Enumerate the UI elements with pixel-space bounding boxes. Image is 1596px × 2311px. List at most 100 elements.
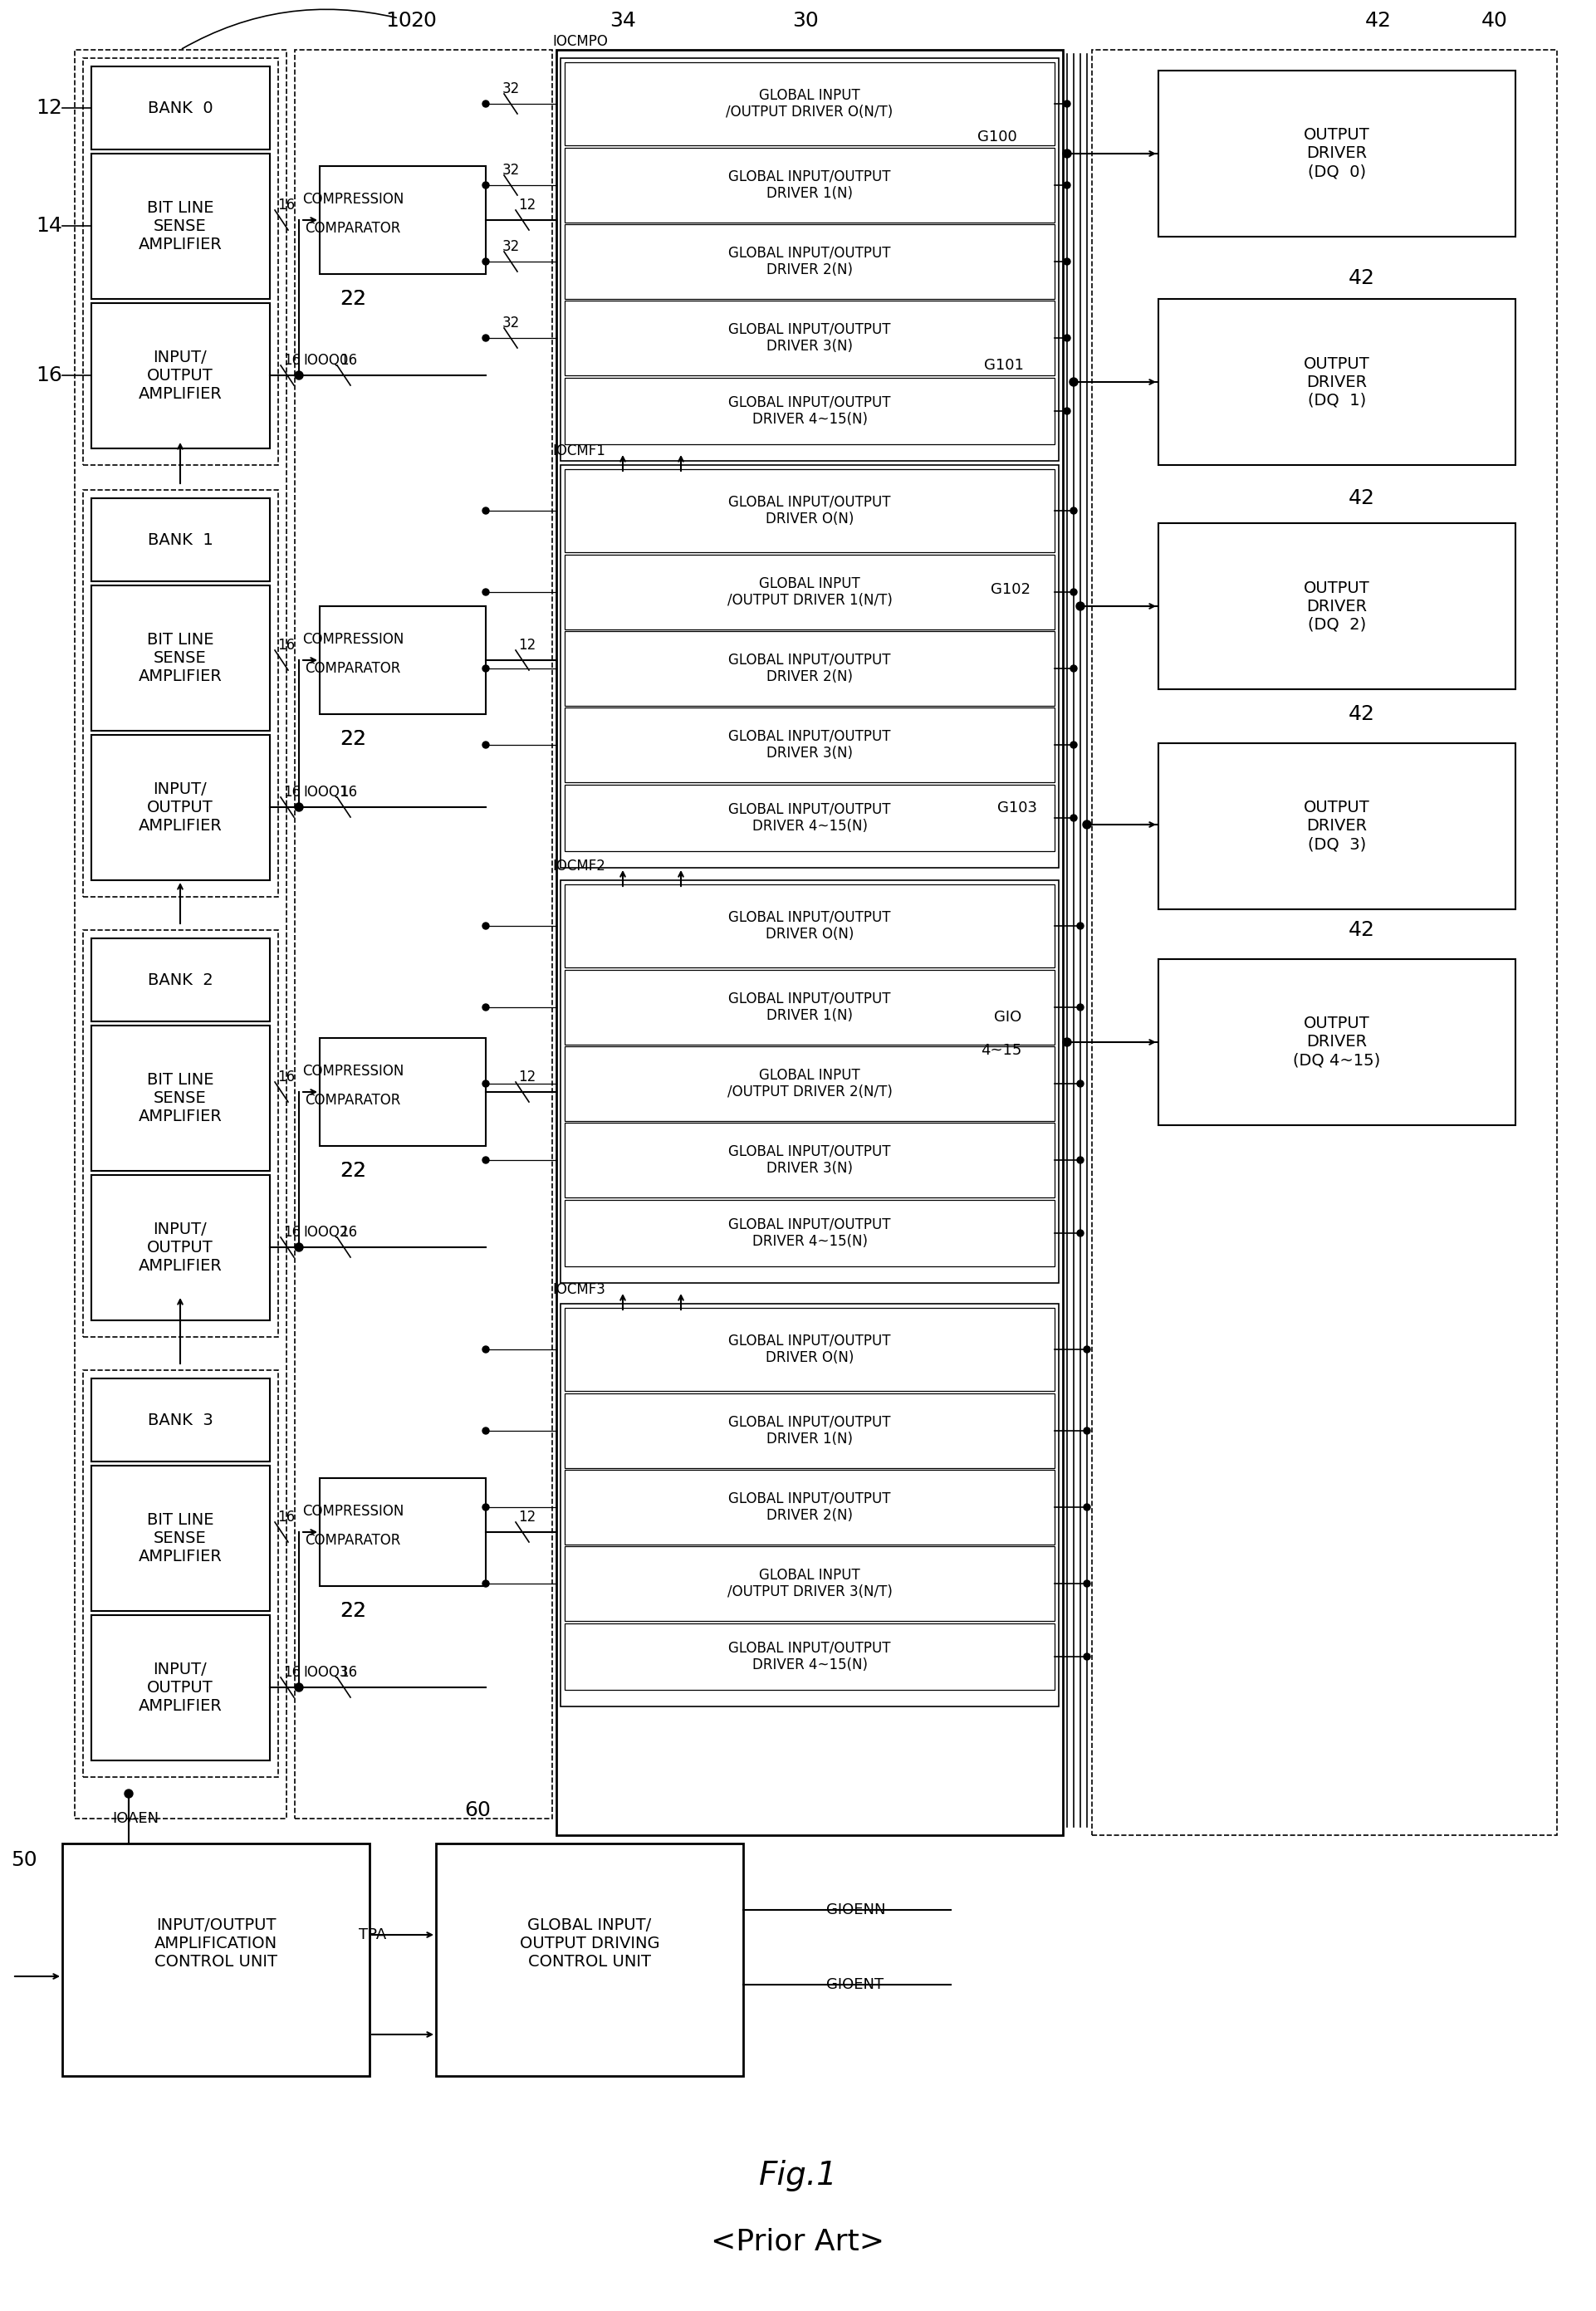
Bar bbox=[83, 490, 278, 897]
Text: GLOBAL INPUT/OUTPUT
DRIVER 3(N): GLOBAL INPUT/OUTPUT DRIVER 3(N) bbox=[728, 321, 891, 354]
Circle shape bbox=[482, 1504, 488, 1511]
Circle shape bbox=[295, 802, 303, 811]
Bar bbox=[319, 605, 485, 714]
Text: COMPARATOR: COMPARATOR bbox=[305, 661, 401, 675]
Circle shape bbox=[1082, 820, 1092, 830]
Circle shape bbox=[1063, 99, 1071, 106]
Text: COMPARATOR: COMPARATOR bbox=[305, 222, 401, 236]
Text: GIOENT: GIOENT bbox=[827, 1978, 884, 1992]
Text: TPA: TPA bbox=[359, 1927, 386, 1941]
Bar bbox=[1159, 959, 1516, 1125]
Circle shape bbox=[482, 335, 488, 342]
Text: 34: 34 bbox=[610, 12, 637, 30]
Bar bbox=[83, 929, 278, 1338]
Bar bbox=[83, 1370, 278, 1777]
Bar bbox=[565, 885, 1055, 968]
Bar bbox=[565, 1123, 1055, 1197]
Text: IOCMF3: IOCMF3 bbox=[552, 1283, 605, 1296]
Circle shape bbox=[1063, 407, 1071, 414]
Text: GLOBAL INPUT
/OUTPUT DRIVER O(N/T): GLOBAL INPUT /OUTPUT DRIVER O(N/T) bbox=[726, 88, 894, 120]
Text: 42: 42 bbox=[1349, 705, 1376, 723]
Text: COMPRESSION: COMPRESSION bbox=[302, 192, 404, 206]
Text: 22: 22 bbox=[340, 728, 365, 749]
Text: GLOBAL INPUT/OUTPUT
DRIVER 2(N): GLOBAL INPUT/OUTPUT DRIVER 2(N) bbox=[728, 245, 891, 277]
Text: 10: 10 bbox=[385, 12, 412, 30]
Text: GLOBAL INPUT
/OUTPUT DRIVER 1(N/T): GLOBAL INPUT /OUTPUT DRIVER 1(N/T) bbox=[728, 575, 892, 608]
Text: OUTPUT
DRIVER
(DQ  0): OUTPUT DRIVER (DQ 0) bbox=[1304, 127, 1369, 180]
Circle shape bbox=[1071, 813, 1077, 820]
Text: 32: 32 bbox=[503, 162, 520, 178]
Text: GIO: GIO bbox=[994, 1010, 1021, 1024]
Text: Fig.1: Fig.1 bbox=[758, 2161, 838, 2191]
Text: INPUT/
OUTPUT
AMPLIFIER: INPUT/ OUTPUT AMPLIFIER bbox=[139, 781, 222, 834]
Bar bbox=[560, 1303, 1058, 1706]
Circle shape bbox=[1063, 1038, 1071, 1047]
Circle shape bbox=[482, 1428, 488, 1435]
Circle shape bbox=[1071, 508, 1077, 513]
Text: 16: 16 bbox=[278, 638, 295, 652]
Text: IOOQ0: IOOQ0 bbox=[303, 354, 348, 367]
Circle shape bbox=[482, 99, 488, 106]
Circle shape bbox=[482, 1079, 488, 1086]
Bar bbox=[91, 735, 270, 880]
Text: 16: 16 bbox=[278, 1070, 295, 1084]
Text: IOOQ3: IOOQ3 bbox=[303, 1664, 348, 1680]
Circle shape bbox=[482, 922, 488, 929]
Text: 16: 16 bbox=[35, 365, 62, 386]
Text: COMPARATOR: COMPARATOR bbox=[305, 1093, 401, 1107]
Text: 40: 40 bbox=[1481, 12, 1508, 30]
Text: IOCMPO: IOCMPO bbox=[552, 35, 608, 49]
Text: 22: 22 bbox=[340, 1160, 365, 1181]
Text: 42: 42 bbox=[1349, 268, 1376, 289]
Text: G101: G101 bbox=[985, 358, 1025, 372]
Bar bbox=[565, 1047, 1055, 1121]
Text: COMPRESSION: COMPRESSION bbox=[302, 1063, 404, 1079]
Text: GLOBAL INPUT/
OUTPUT DRIVING
CONTROL UNIT: GLOBAL INPUT/ OUTPUT DRIVING CONTROL UNI… bbox=[520, 1918, 659, 1969]
Circle shape bbox=[1084, 1581, 1090, 1588]
Text: G102: G102 bbox=[991, 582, 1031, 596]
Bar bbox=[565, 62, 1055, 146]
Text: OUTPUT
DRIVER
(DQ  1): OUTPUT DRIVER (DQ 1) bbox=[1304, 356, 1369, 409]
Bar bbox=[91, 1615, 270, 1761]
Bar bbox=[75, 51, 287, 1819]
Circle shape bbox=[295, 1682, 303, 1692]
Bar bbox=[319, 1038, 485, 1146]
Text: 32: 32 bbox=[503, 238, 520, 254]
Bar bbox=[1159, 744, 1516, 908]
Text: 14: 14 bbox=[35, 215, 62, 236]
Text: GLOBAL INPUT/OUTPUT
DRIVER 1(N): GLOBAL INPUT/OUTPUT DRIVER 1(N) bbox=[728, 1414, 891, 1447]
Text: GLOBAL INPUT
/OUTPUT DRIVER 2(N/T): GLOBAL INPUT /OUTPUT DRIVER 2(N/T) bbox=[728, 1068, 892, 1100]
Text: 50: 50 bbox=[11, 1851, 37, 1870]
Circle shape bbox=[482, 742, 488, 749]
Text: 12: 12 bbox=[35, 97, 62, 118]
Text: GLOBAL INPUT/OUTPUT
DRIVER 3(N): GLOBAL INPUT/OUTPUT DRIVER 3(N) bbox=[728, 728, 891, 760]
Circle shape bbox=[482, 1581, 488, 1588]
Bar bbox=[62, 1844, 370, 2075]
Text: BIT LINE
SENSE
AMPLIFIER: BIT LINE SENSE AMPLIFIER bbox=[139, 1511, 222, 1565]
Text: GLOBAL INPUT/OUTPUT
DRIVER 2(N): GLOBAL INPUT/OUTPUT DRIVER 2(N) bbox=[728, 1491, 891, 1523]
Circle shape bbox=[1084, 1504, 1090, 1511]
Text: IOCMF1: IOCMF1 bbox=[552, 444, 605, 458]
Bar bbox=[91, 1026, 270, 1172]
Circle shape bbox=[1063, 335, 1071, 342]
Bar bbox=[83, 58, 278, 465]
Text: GLOBAL INPUT/OUTPUT
DRIVER 3(N): GLOBAL INPUT/OUTPUT DRIVER 3(N) bbox=[728, 1144, 891, 1176]
Text: INPUT/
OUTPUT
AMPLIFIER: INPUT/ OUTPUT AMPLIFIER bbox=[139, 1220, 222, 1273]
Bar bbox=[565, 786, 1055, 850]
Circle shape bbox=[482, 183, 488, 190]
Text: 22: 22 bbox=[340, 1160, 365, 1181]
Circle shape bbox=[482, 666, 488, 673]
Text: 16: 16 bbox=[340, 1225, 358, 1239]
Text: BANK  3: BANK 3 bbox=[147, 1412, 212, 1428]
Bar bbox=[560, 465, 1058, 867]
Circle shape bbox=[1077, 1003, 1084, 1010]
Circle shape bbox=[1063, 183, 1071, 190]
Text: 16: 16 bbox=[340, 354, 358, 367]
Text: 22: 22 bbox=[340, 1602, 365, 1620]
Circle shape bbox=[1071, 742, 1077, 749]
Bar bbox=[565, 1470, 1055, 1544]
Text: 32: 32 bbox=[503, 81, 520, 97]
Text: 12: 12 bbox=[519, 1070, 536, 1084]
Text: COMPRESSION: COMPRESSION bbox=[302, 631, 404, 647]
Bar bbox=[1159, 522, 1516, 689]
